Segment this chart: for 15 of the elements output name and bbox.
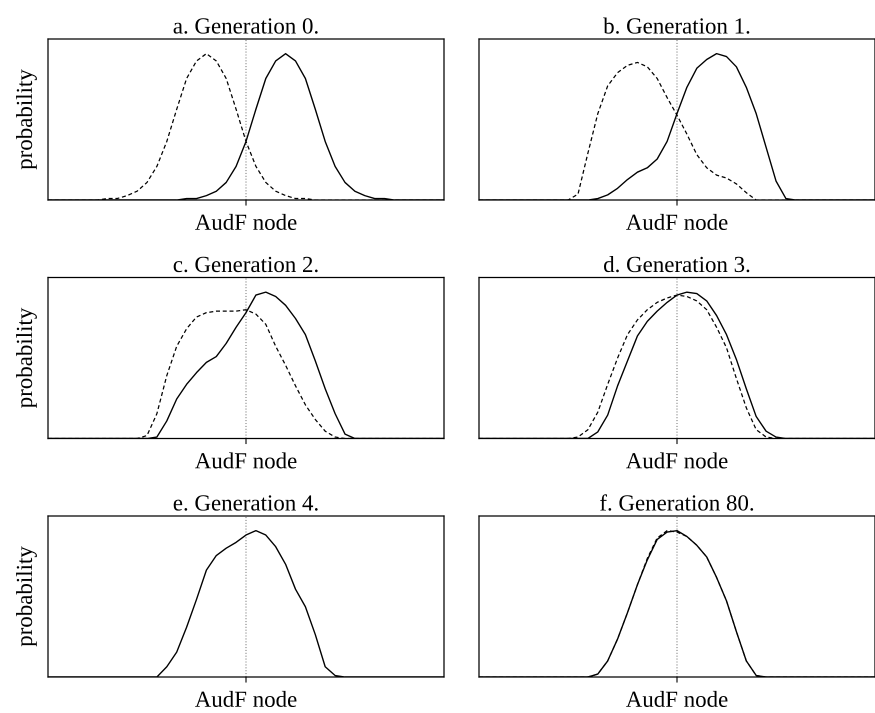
y-axis-title: probability: [16, 308, 37, 408]
x-axis-title: AudF node: [626, 214, 728, 230]
y-axis-title: probability: [16, 546, 37, 646]
chart-title: b. Generation 1.: [603, 18, 750, 34]
y-axis-title: probability: [16, 69, 37, 170]
x-axis-title: AudF node: [626, 690, 728, 708]
x-axis-title: AudF node: [194, 690, 296, 708]
x-axis-title: AudF node: [626, 452, 728, 469]
chart-title: d. Generation 3.: [604, 256, 750, 272]
x-axis-title: AudF node: [194, 452, 296, 469]
x-axis-title: AudF node: [194, 214, 296, 230]
chart-title: f. Generation 80.: [600, 494, 754, 511]
chart-title: e. Generation 4.: [174, 495, 318, 511]
chart-title: a. Generation 0.: [174, 18, 318, 34]
chart-title: c. Generation 2.: [174, 256, 318, 272]
